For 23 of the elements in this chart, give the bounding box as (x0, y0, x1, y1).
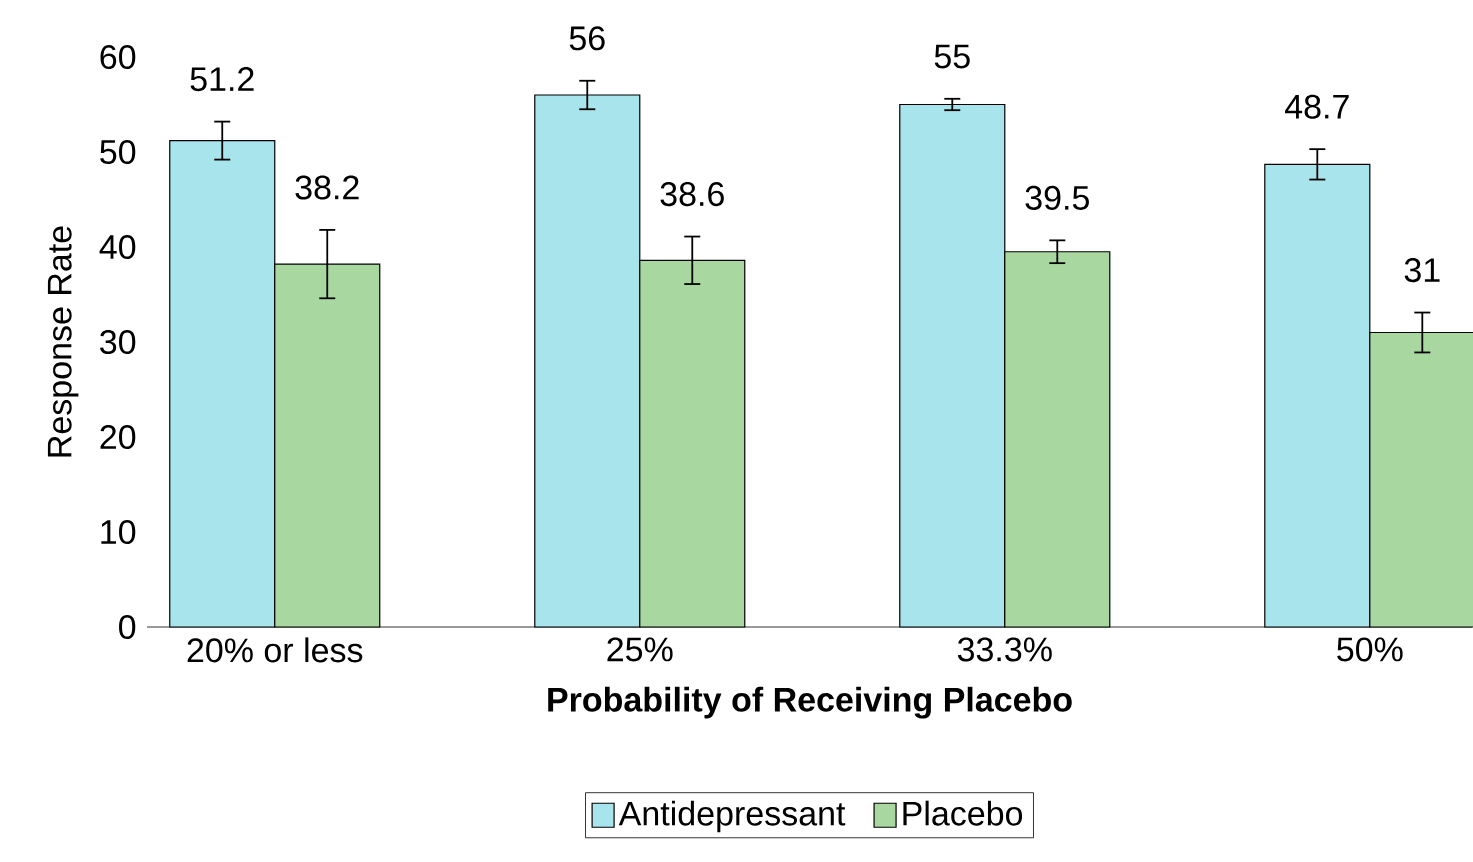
x-tick-label: 33.3% (957, 637, 1052, 662)
y-tick-label: 60 (100, 44, 136, 70)
x-tick-label: 20% or less (187, 637, 363, 663)
y-tick-label: 20 (100, 424, 136, 450)
x-tick-label: 25% (607, 637, 673, 662)
data-label: 51.2 (190, 67, 254, 92)
y-axis-title: Response Rate (47, 226, 79, 457)
y-tick-label: 50 (100, 139, 136, 165)
x-axis-title: Probability of Receiving Placebo (548, 686, 1072, 719)
y-tick-label: 10 (101, 519, 136, 545)
data-label: 31 (1404, 258, 1440, 283)
data-label: 38.6 (660, 182, 724, 207)
data-label: 55 (934, 44, 970, 69)
legend-label: Placebo (903, 800, 1023, 826)
data-label: 56 (569, 26, 605, 51)
legend-label: Antidepressant (618, 800, 846, 833)
y-tick-label: 0 (119, 614, 136, 640)
x-tick-label: 50% (1337, 637, 1403, 662)
data-label: 48.7 (1285, 94, 1349, 119)
y-tick-label: 30 (100, 329, 136, 355)
data-label: 39.5 (1025, 185, 1089, 210)
data-label: 38.2 (295, 175, 359, 200)
y-tick-label: 40 (99, 234, 136, 260)
